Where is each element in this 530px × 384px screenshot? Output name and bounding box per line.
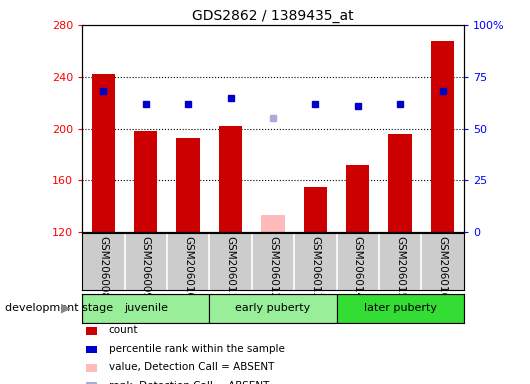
Text: GSM206012: GSM206012 — [268, 236, 278, 299]
Text: GSM206009: GSM206009 — [141, 236, 151, 299]
Text: rank, Detection Call = ABSENT: rank, Detection Call = ABSENT — [109, 381, 269, 384]
Text: GSM206015: GSM206015 — [395, 236, 405, 299]
Text: GSM206014: GSM206014 — [353, 236, 363, 299]
Bar — [261, 215, 285, 232]
Bar — [209, 294, 337, 323]
Text: ▶: ▶ — [61, 302, 71, 314]
Text: development stage: development stage — [5, 303, 113, 313]
Bar — [82, 294, 209, 323]
Text: count: count — [109, 325, 138, 335]
Bar — [346, 165, 369, 232]
Bar — [304, 187, 327, 232]
Text: early puberty: early puberty — [235, 303, 311, 313]
Text: percentile rank within the sample: percentile rank within the sample — [109, 344, 285, 354]
Text: GSM206010: GSM206010 — [183, 236, 193, 299]
Text: GSM206013: GSM206013 — [311, 236, 320, 299]
Bar — [431, 40, 454, 232]
Bar — [134, 131, 157, 232]
Title: GDS2862 / 1389435_at: GDS2862 / 1389435_at — [192, 8, 354, 23]
Text: GSM206011: GSM206011 — [226, 236, 235, 299]
Bar — [388, 134, 412, 232]
Text: value, Detection Call = ABSENT: value, Detection Call = ABSENT — [109, 362, 274, 372]
Bar — [337, 294, 464, 323]
Text: GSM206016: GSM206016 — [438, 236, 447, 299]
Text: GSM206008: GSM206008 — [99, 236, 108, 299]
Bar — [176, 138, 200, 232]
Text: juvenile: juvenile — [123, 303, 168, 313]
Bar — [219, 126, 242, 232]
Bar — [92, 74, 115, 232]
Text: later puberty: later puberty — [364, 303, 437, 313]
